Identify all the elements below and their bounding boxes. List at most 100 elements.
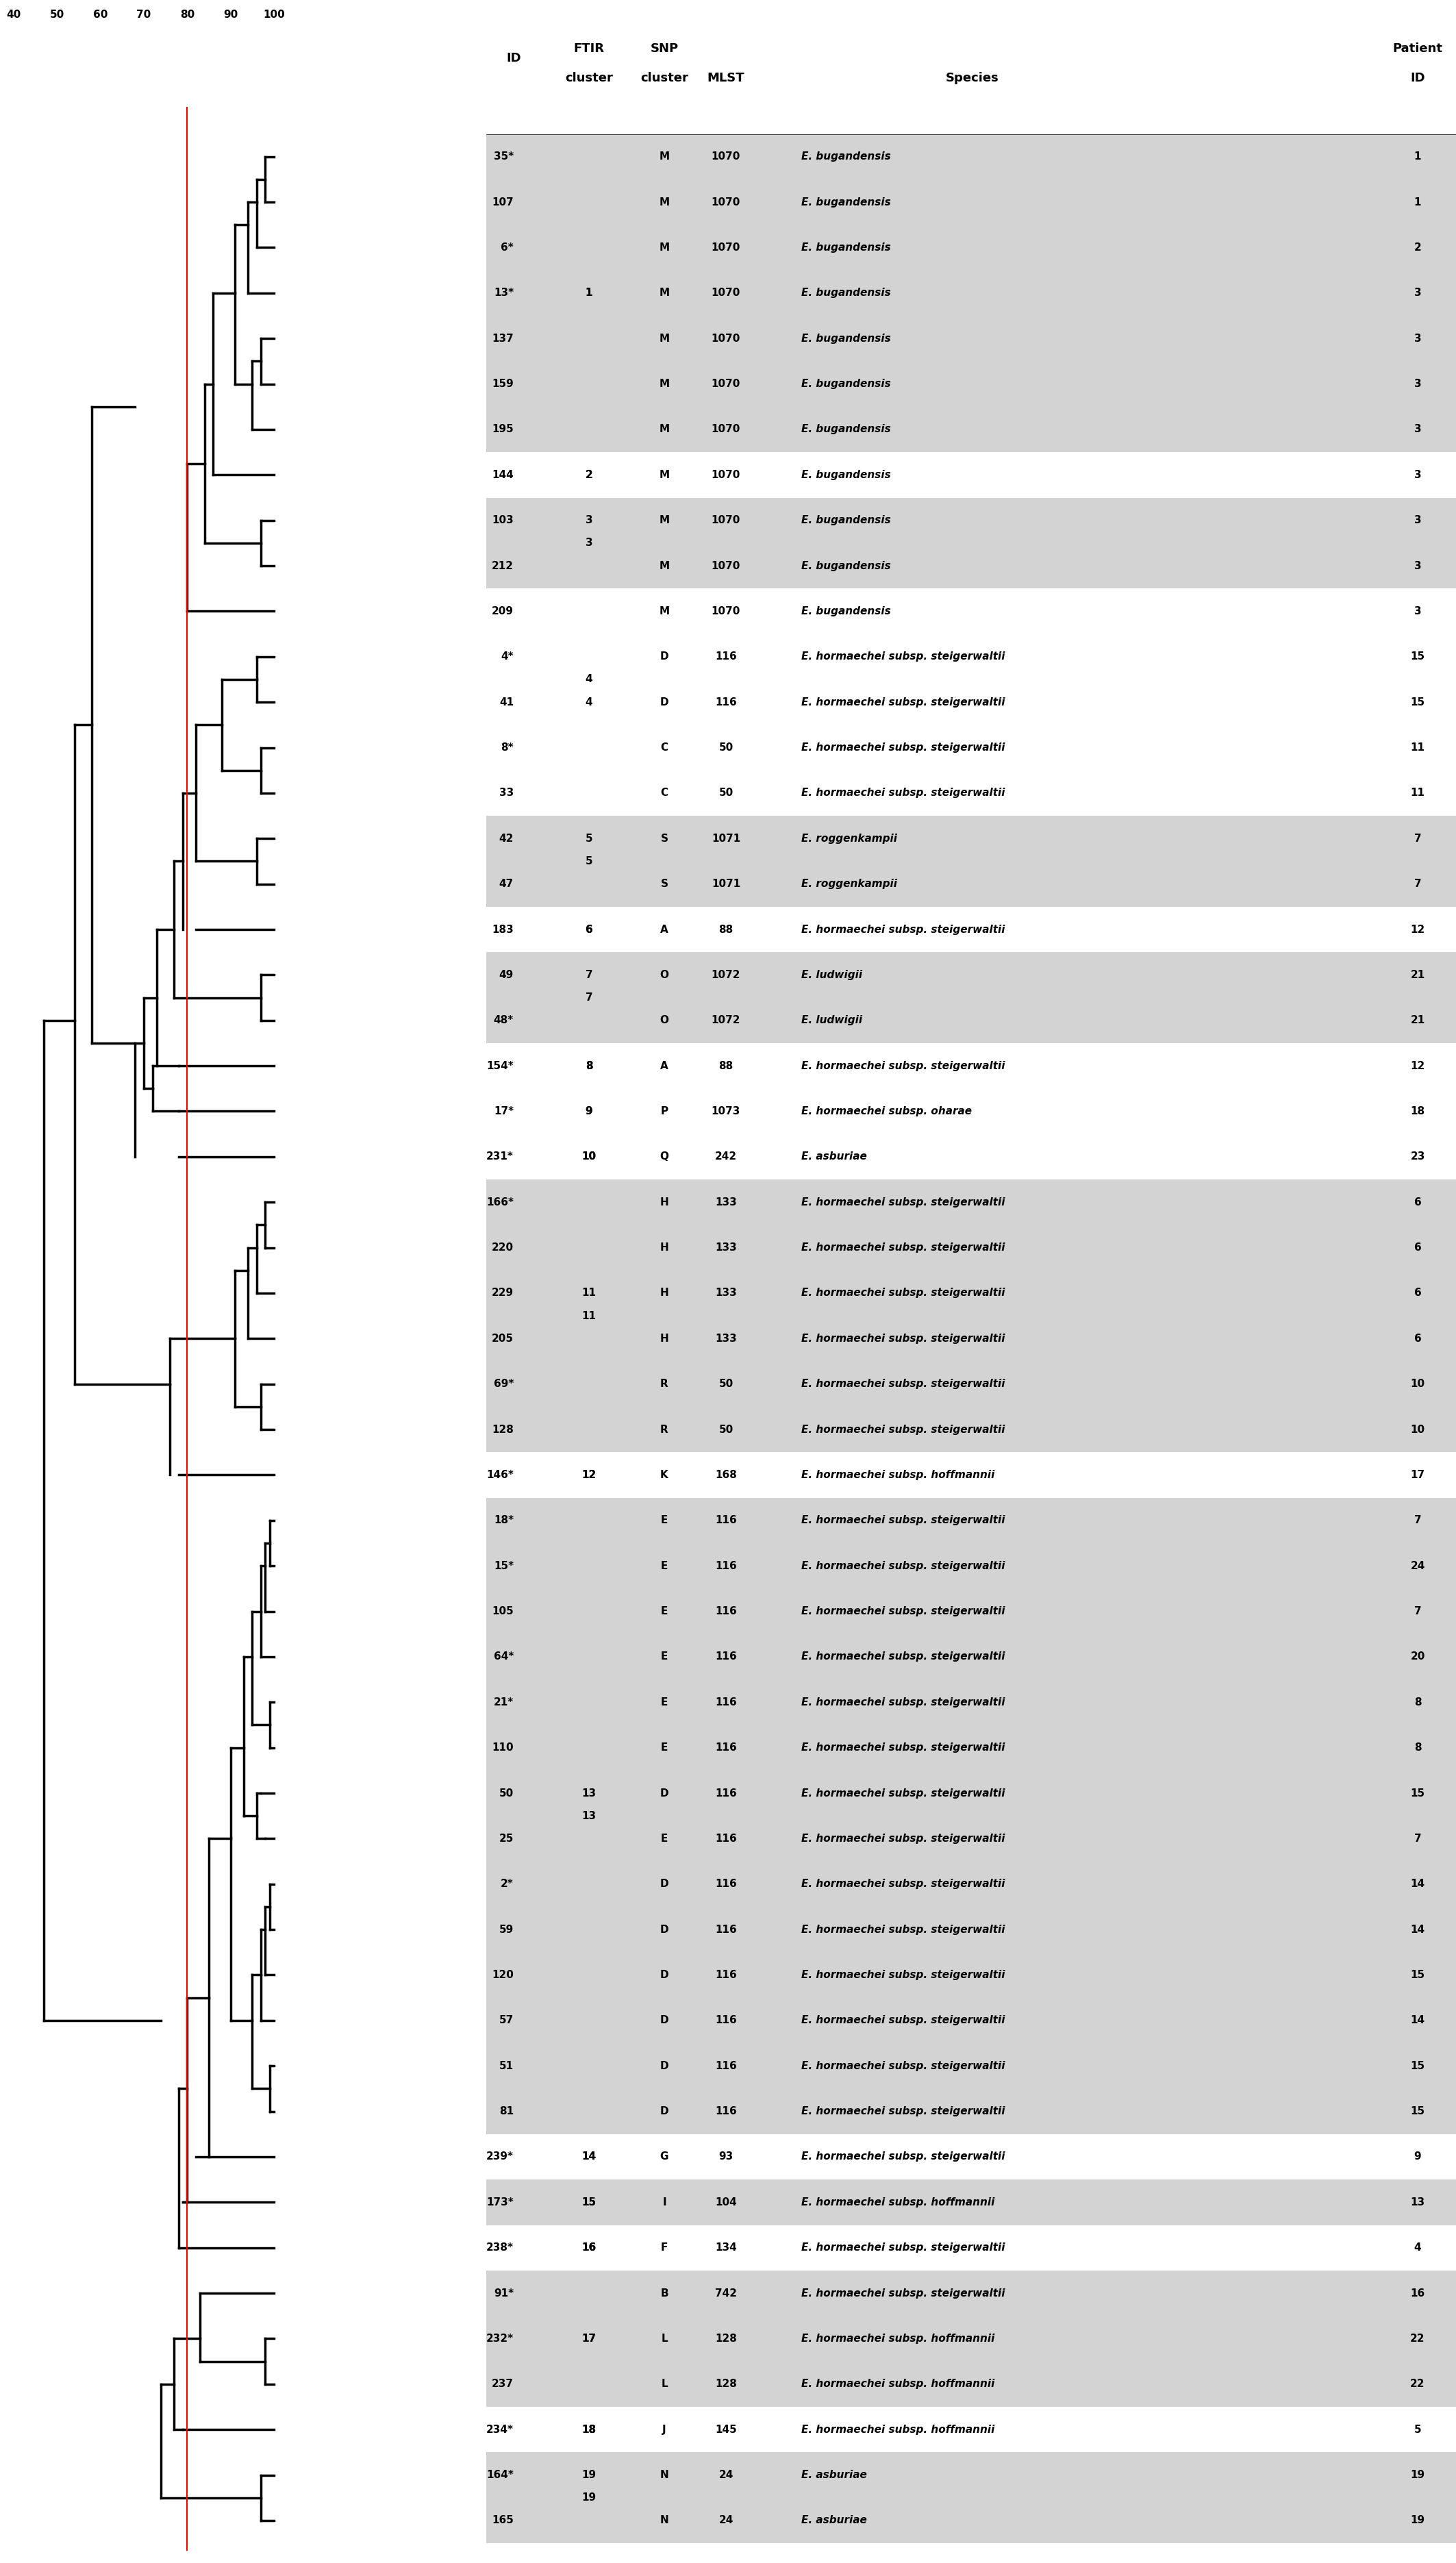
Text: 1070: 1070 bbox=[712, 469, 741, 479]
Text: D: D bbox=[660, 1971, 668, 1981]
Text: 1070: 1070 bbox=[712, 515, 741, 525]
Text: 2*: 2* bbox=[501, 1879, 514, 1889]
Bar bbox=[486, 997, 1456, 1043]
Text: E: E bbox=[661, 1561, 668, 1571]
Text: E: E bbox=[661, 1697, 668, 1707]
Text: 17: 17 bbox=[1411, 1469, 1425, 1479]
Text: 1070: 1070 bbox=[712, 605, 741, 615]
Text: 17*: 17* bbox=[494, 1107, 514, 1117]
Text: 1073: 1073 bbox=[712, 1107, 741, 1117]
Text: B: B bbox=[661, 2289, 668, 2299]
Bar bbox=[486, 2499, 1456, 2542]
Text: 242: 242 bbox=[715, 1151, 737, 1161]
Text: D: D bbox=[660, 651, 668, 661]
Text: 19: 19 bbox=[1411, 2471, 1425, 2481]
Text: E. hormaechei subsp. steigerwaltii: E. hormaechei subsp. steigerwaltii bbox=[801, 2243, 1005, 2253]
Text: 116: 116 bbox=[715, 651, 737, 661]
Text: 11: 11 bbox=[582, 1289, 596, 1299]
Text: 15: 15 bbox=[582, 2196, 596, 2207]
Bar bbox=[486, 953, 1456, 997]
Text: E. bugandensis: E. bugandensis bbox=[801, 561, 891, 572]
Text: 1070: 1070 bbox=[712, 243, 741, 254]
Text: D: D bbox=[660, 1925, 668, 1935]
Text: SNP: SNP bbox=[651, 44, 678, 54]
Text: M: M bbox=[660, 151, 670, 161]
Text: 1070: 1070 bbox=[712, 333, 741, 343]
Text: 19: 19 bbox=[1411, 2514, 1425, 2525]
Text: 7: 7 bbox=[585, 992, 593, 1002]
Text: 145: 145 bbox=[715, 2425, 737, 2435]
Text: 3: 3 bbox=[1414, 605, 1421, 615]
Text: 229: 229 bbox=[492, 1289, 514, 1299]
Text: E. bugandensis: E. bugandensis bbox=[801, 243, 891, 254]
Bar bbox=[486, 1861, 1456, 1907]
Text: O: O bbox=[660, 969, 668, 979]
Text: 13*: 13* bbox=[494, 287, 514, 297]
Text: 18: 18 bbox=[1411, 1107, 1425, 1117]
Text: 134: 134 bbox=[715, 2243, 737, 2253]
Text: M: M bbox=[660, 287, 670, 297]
Bar bbox=[486, 1361, 1456, 1407]
Text: 42: 42 bbox=[499, 833, 514, 843]
Text: 104: 104 bbox=[715, 2196, 737, 2207]
Text: C: C bbox=[661, 787, 668, 797]
Text: 7: 7 bbox=[585, 969, 593, 979]
Text: 116: 116 bbox=[715, 1697, 737, 1707]
Text: 110: 110 bbox=[492, 1743, 514, 1753]
Text: E. bugandensis: E. bugandensis bbox=[801, 605, 891, 615]
Bar bbox=[486, 2271, 1456, 2317]
Text: E: E bbox=[661, 1743, 668, 1753]
Text: D: D bbox=[660, 2015, 668, 2025]
Text: E. hormaechei subsp. steigerwaltii: E. hormaechei subsp. steigerwaltii bbox=[801, 2107, 1005, 2117]
Text: N: N bbox=[660, 2471, 668, 2481]
Text: E. hormaechei subsp. steigerwaltii: E. hormaechei subsp. steigerwaltii bbox=[801, 651, 1005, 661]
Text: 133: 133 bbox=[715, 1197, 737, 1207]
Text: 1: 1 bbox=[585, 287, 593, 297]
Text: 48*: 48* bbox=[494, 1015, 514, 1025]
Text: 17: 17 bbox=[582, 2332, 596, 2343]
Text: 15: 15 bbox=[1411, 1971, 1425, 1981]
Text: 91*: 91* bbox=[494, 2289, 514, 2299]
Text: E: E bbox=[661, 1833, 668, 1843]
Text: 4: 4 bbox=[585, 697, 593, 707]
Text: 120: 120 bbox=[492, 1971, 514, 1981]
Text: 17: 17 bbox=[582, 2332, 596, 2343]
Text: 21: 21 bbox=[1411, 969, 1425, 979]
Text: 3: 3 bbox=[1414, 561, 1421, 572]
Text: E. hormaechei subsp. hoffmannii: E. hormaechei subsp. hoffmannii bbox=[801, 2196, 994, 2207]
Text: 57: 57 bbox=[499, 2015, 514, 2025]
Text: 14: 14 bbox=[582, 2153, 596, 2163]
Text: 1: 1 bbox=[1414, 151, 1421, 161]
Text: H: H bbox=[660, 1333, 668, 1343]
Text: 80: 80 bbox=[181, 10, 195, 21]
Text: E. bugandensis: E. bugandensis bbox=[801, 469, 891, 479]
Text: 4: 4 bbox=[585, 674, 593, 684]
Text: 8: 8 bbox=[585, 1061, 593, 1071]
Text: 15: 15 bbox=[1411, 651, 1425, 661]
Bar bbox=[486, 1771, 1456, 1815]
Text: 3: 3 bbox=[1414, 287, 1421, 297]
Bar bbox=[486, 1815, 1456, 1861]
Text: 15: 15 bbox=[582, 2196, 596, 2207]
Text: 7: 7 bbox=[1414, 1607, 1421, 1617]
Text: 10: 10 bbox=[582, 1151, 596, 1161]
Text: M: M bbox=[660, 605, 670, 615]
Text: 9: 9 bbox=[585, 1107, 593, 1117]
Text: 133: 133 bbox=[715, 1243, 737, 1253]
Bar bbox=[486, 1725, 1456, 1771]
Text: E: E bbox=[661, 1651, 668, 1661]
Bar bbox=[486, 1315, 1456, 1361]
Text: 116: 116 bbox=[715, 1833, 737, 1843]
Text: 93: 93 bbox=[719, 2153, 734, 2163]
Text: 13: 13 bbox=[1411, 2196, 1425, 2207]
Text: E. bugandensis: E. bugandensis bbox=[801, 425, 891, 436]
Text: 50: 50 bbox=[719, 743, 734, 754]
Text: 15: 15 bbox=[1411, 2107, 1425, 2117]
Text: 1070: 1070 bbox=[712, 379, 741, 390]
Text: 15: 15 bbox=[1411, 1789, 1425, 1799]
Text: 21*: 21* bbox=[494, 1697, 514, 1707]
Text: M: M bbox=[660, 379, 670, 390]
Text: 7: 7 bbox=[1414, 1515, 1421, 1525]
Bar bbox=[486, 1407, 1456, 1453]
Text: 7: 7 bbox=[1414, 879, 1421, 889]
